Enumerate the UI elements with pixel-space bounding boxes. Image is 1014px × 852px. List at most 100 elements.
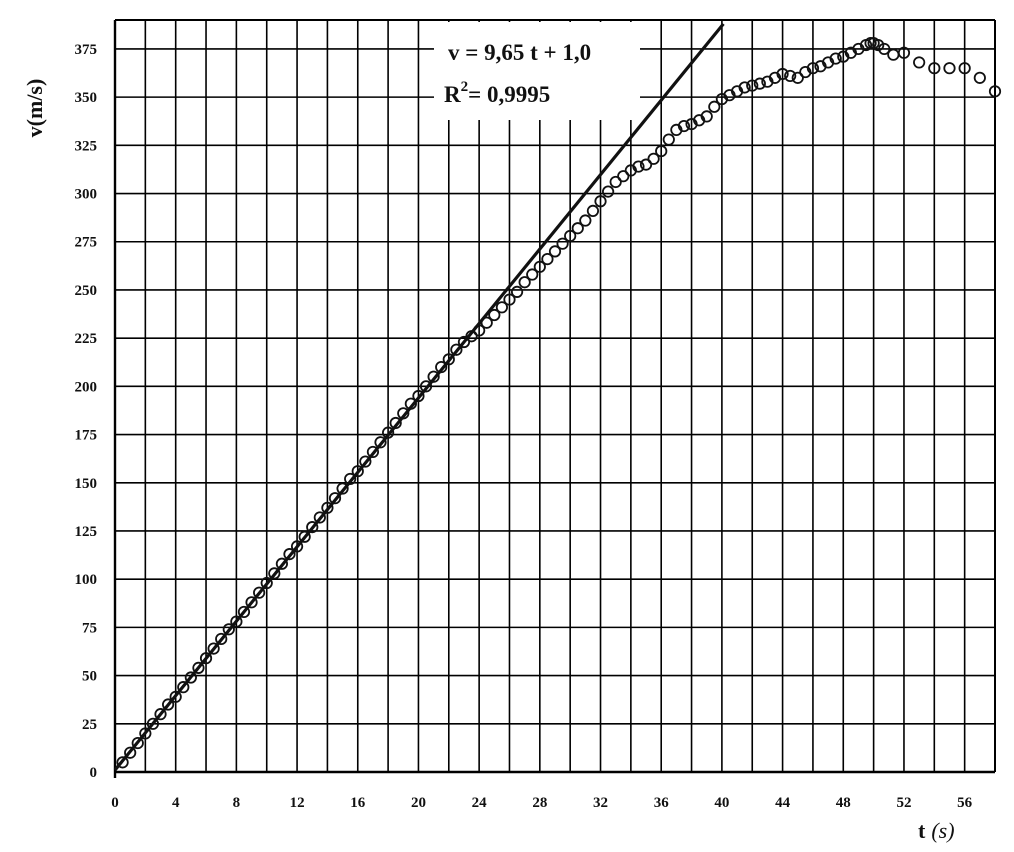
data-point bbox=[776, 67, 789, 81]
data-point bbox=[541, 252, 554, 266]
annotation-box bbox=[434, 22, 640, 120]
y-tick-label: 250 bbox=[75, 283, 98, 299]
data-point bbox=[412, 389, 425, 403]
grid bbox=[113, 19, 996, 778]
data-point bbox=[351, 465, 364, 478]
x-tick-label: 40 bbox=[714, 795, 729, 811]
y-tick-label: 325 bbox=[75, 138, 98, 154]
data-point bbox=[131, 736, 144, 750]
data-point bbox=[617, 170, 630, 183]
data-point bbox=[442, 353, 455, 366]
data-point bbox=[177, 681, 190, 694]
data-point bbox=[473, 324, 486, 337]
data-point bbox=[533, 260, 546, 273]
y-tick-label: 300 bbox=[75, 187, 98, 203]
r-squared: R2= 0,9995 bbox=[444, 79, 550, 107]
x-tick-label: 32 bbox=[593, 795, 608, 811]
y-tick-label: 225 bbox=[75, 331, 98, 347]
y-tick-label: 75 bbox=[82, 620, 97, 636]
data-point bbox=[586, 204, 600, 217]
data-point bbox=[139, 727, 152, 740]
x-tick-label: 20 bbox=[411, 795, 426, 811]
r-squared-value: = 0,9995 bbox=[468, 82, 550, 107]
data-point bbox=[928, 62, 941, 75]
r-squared-symbol: R bbox=[444, 82, 461, 107]
data-point bbox=[872, 38, 885, 52]
data-point bbox=[290, 540, 304, 553]
y-tick-label: 375 bbox=[75, 42, 98, 58]
data-point bbox=[435, 360, 448, 374]
data-point bbox=[988, 85, 1002, 98]
x-tick-label: 52 bbox=[896, 795, 911, 811]
data-point bbox=[283, 548, 296, 561]
x-tick-label: 28 bbox=[532, 795, 547, 811]
y-tick-label: 150 bbox=[75, 476, 98, 492]
data-point bbox=[359, 455, 372, 468]
data-point bbox=[495, 301, 508, 314]
data-point bbox=[427, 370, 440, 383]
data-point bbox=[382, 426, 395, 439]
data-point bbox=[829, 52, 842, 65]
data-point bbox=[480, 316, 493, 329]
x-tick-label: 24 bbox=[472, 795, 488, 811]
data-point bbox=[662, 133, 675, 146]
data-point bbox=[488, 308, 501, 322]
data-point bbox=[457, 335, 471, 349]
data-point bbox=[594, 195, 607, 208]
x-tick-label: 4 bbox=[172, 795, 180, 811]
data-point bbox=[192, 661, 205, 674]
y-tick-label: 275 bbox=[75, 235, 98, 251]
data-point bbox=[116, 756, 129, 769]
data-point bbox=[275, 557, 288, 570]
x-tick-label: 0 bbox=[111, 795, 119, 811]
data-point bbox=[677, 119, 691, 133]
data-point bbox=[973, 71, 986, 84]
y-tick-label: 175 bbox=[75, 428, 98, 444]
y-tick-label: 0 bbox=[90, 765, 98, 781]
data-point bbox=[268, 567, 281, 580]
data-point bbox=[632, 160, 645, 173]
data-point bbox=[887, 48, 900, 61]
data-point bbox=[184, 671, 197, 684]
x-tick-label: 56 bbox=[957, 795, 973, 811]
x-tick-label: 12 bbox=[290, 795, 305, 811]
data-point bbox=[199, 652, 213, 665]
data-point bbox=[510, 285, 524, 298]
data-point bbox=[878, 42, 891, 56]
data-point bbox=[146, 717, 160, 730]
data-point bbox=[609, 175, 622, 189]
x-axis-unit: (s) bbox=[931, 818, 954, 843]
data-point bbox=[518, 276, 531, 289]
data-point bbox=[655, 145, 668, 158]
x-tick-label: 16 bbox=[350, 795, 366, 811]
data-point bbox=[579, 214, 592, 227]
data-point bbox=[503, 293, 516, 306]
data-point bbox=[207, 642, 220, 655]
data-point bbox=[336, 482, 349, 495]
data-point bbox=[169, 690, 182, 703]
data-point bbox=[465, 330, 478, 343]
y-tick-label: 125 bbox=[75, 524, 98, 540]
data-point bbox=[753, 77, 766, 90]
data-point bbox=[806, 62, 820, 75]
data-point bbox=[897, 46, 911, 59]
y-tick-label: 50 bbox=[82, 669, 97, 685]
data-point bbox=[647, 152, 660, 165]
data-point bbox=[958, 62, 971, 75]
data-point bbox=[791, 71, 804, 84]
data-point bbox=[397, 407, 410, 420]
data-point bbox=[419, 380, 433, 393]
data-point bbox=[450, 343, 463, 356]
x-tick-labels: 0 4 8 12 16 20 24 28 32 36 40 44 48 52 56 bbox=[111, 795, 972, 811]
data-point bbox=[313, 511, 326, 524]
data-point bbox=[404, 397, 417, 410]
data-point bbox=[564, 229, 577, 243]
data-point bbox=[230, 615, 243, 628]
data-point bbox=[245, 596, 258, 609]
y-tick-label: 25 bbox=[82, 717, 97, 733]
data-point bbox=[389, 416, 402, 430]
data-point bbox=[602, 185, 615, 198]
data-point bbox=[746, 79, 759, 92]
data-point bbox=[321, 501, 334, 514]
